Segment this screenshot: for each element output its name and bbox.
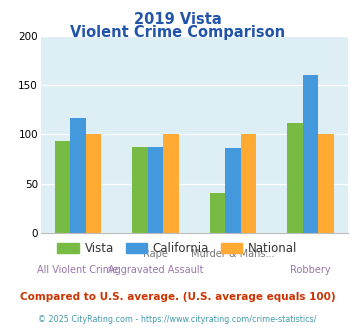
Bar [70, 118, 86, 233]
Text: Aggravated Assault: Aggravated Assault [108, 265, 203, 275]
Bar [86, 135, 101, 233]
Text: 2019 Vista: 2019 Vista [133, 12, 222, 26]
Bar [303, 75, 318, 233]
Text: © 2025 CityRating.com - https://www.cityrating.com/crime-statistics/: © 2025 CityRating.com - https://www.city… [38, 315, 317, 324]
Text: All Violent Crime: All Violent Crime [37, 265, 119, 275]
Bar [163, 135, 179, 233]
Bar [210, 193, 225, 233]
Text: Violent Crime Comparison: Violent Crime Comparison [70, 25, 285, 40]
Bar [241, 135, 256, 233]
Text: Murder & Mans...: Murder & Mans... [191, 249, 275, 259]
Bar [288, 123, 303, 233]
Bar [225, 148, 241, 233]
Legend: Vista, California, National: Vista, California, National [53, 237, 302, 260]
Bar [148, 147, 163, 233]
Text: Rape: Rape [143, 249, 168, 259]
Bar [132, 147, 148, 233]
Text: Compared to U.S. average. (U.S. average equals 100): Compared to U.S. average. (U.S. average … [20, 292, 335, 302]
Text: Robbery: Robbery [290, 265, 331, 275]
Bar [55, 141, 70, 233]
Bar [318, 135, 334, 233]
